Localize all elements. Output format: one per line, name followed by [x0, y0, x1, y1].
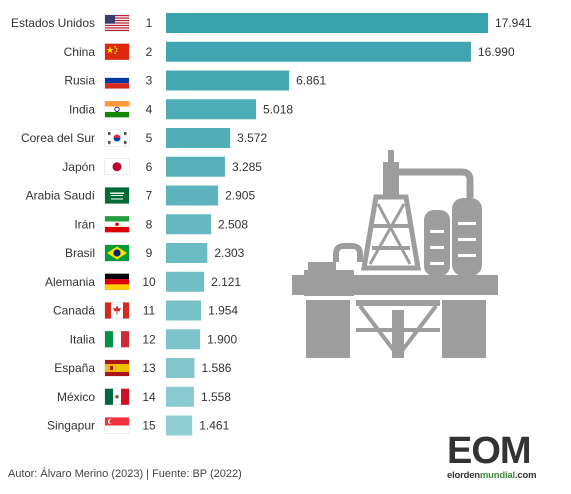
logo-name-suffix: mundial: [479, 470, 515, 481]
value-label: 16.990: [478, 45, 515, 59]
country-label: México: [57, 390, 95, 404]
bar: [166, 13, 488, 33]
rank-label: 10: [142, 275, 156, 289]
value-label: 17.941: [495, 16, 532, 30]
spain-flag-icon: [104, 359, 130, 377]
india-flag-icon: [104, 101, 130, 118]
rank-label: 9: [146, 246, 153, 260]
value-label: 2.121: [211, 275, 241, 289]
country-label: China: [64, 45, 96, 59]
usa-flag-icon: [104, 14, 130, 32]
value-label: 6.861: [296, 74, 326, 88]
rank-label: 15: [142, 419, 156, 433]
rank-label: 11: [143, 304, 156, 318]
rank-label: 6: [146, 160, 153, 174]
rank-label: 8: [146, 217, 153, 231]
rank-label: 12: [142, 332, 156, 346]
value-label: 1.954: [208, 304, 238, 318]
country-label: Corea del Sur: [21, 131, 95, 145]
country-label: Singapur: [47, 419, 95, 433]
value-label: 2.303: [214, 246, 244, 260]
bar: [166, 214, 212, 235]
bar: [166, 271, 205, 292]
value-label: 5.018: [263, 102, 293, 116]
bar: [166, 329, 201, 350]
country-label: Rusia: [64, 74, 95, 88]
value-label: 1.586: [201, 361, 231, 375]
value-label: 1.900: [207, 332, 237, 346]
eom-logo: EOM elordenmundial.com: [447, 432, 559, 486]
russia-flag-icon: [104, 72, 130, 89]
bar: [166, 99, 257, 120]
logo-site-name: elordenmundial.com: [447, 470, 559, 481]
china-flag-icon: [104, 43, 130, 60]
logo-domain: .com: [514, 470, 537, 481]
japan-flag-icon: [104, 158, 130, 175]
bar: [166, 41, 471, 62]
rank-label: 14: [142, 390, 156, 404]
bar: [166, 243, 208, 263]
value-label: 3.285: [232, 160, 262, 174]
bar-chart: Estados Unidos 1 17.941 China 2 16.990 Rusia 3 6…: [11, 13, 532, 436]
rank-label: 13: [142, 361, 156, 375]
south-korea-flag-icon: [104, 129, 130, 147]
mexico-flag-icon: [104, 388, 130, 405]
bar: [166, 415, 193, 436]
rank-label: 2: [146, 45, 153, 59]
rank-label: 5: [146, 131, 153, 145]
bar: [166, 128, 231, 148]
bar: [166, 386, 194, 407]
saudi-arabia-flag-icon: [104, 187, 130, 204]
iran-flag-icon: [104, 216, 130, 233]
rank-label: 1: [146, 16, 153, 30]
bar: [166, 70, 290, 91]
country-label: Arabia Saudí: [26, 189, 96, 203]
singapore-flag-icon: [104, 417, 130, 434]
value-label: 1.461: [199, 419, 229, 433]
canada-flag-icon: [104, 302, 130, 319]
value-label: 2.508: [218, 217, 248, 231]
bar: [166, 358, 195, 378]
rank-label: 7: [146, 189, 153, 203]
country-label: Brasil: [65, 246, 95, 260]
value-label: 1.558: [201, 390, 231, 404]
country-label: España: [54, 361, 95, 375]
country-label: Canadá: [53, 304, 95, 318]
bar: [166, 185, 219, 206]
value-label: 2.905: [225, 189, 255, 203]
bar: [166, 300, 202, 321]
rank-label: 3: [146, 74, 153, 88]
germany-flag-icon: [104, 273, 130, 290]
rank-label: 4: [146, 102, 153, 116]
country-label: Japón: [62, 160, 95, 174]
country-label: India: [69, 102, 95, 116]
oil-refinery-icon: [292, 150, 498, 358]
country-label: Alemania: [45, 275, 95, 289]
brazil-flag-icon: [104, 244, 130, 262]
country-label: Italia: [70, 332, 96, 346]
italy-flag-icon: [104, 331, 130, 348]
logo-name-prefix: elorden: [447, 470, 480, 481]
country-label: Estados Unidos: [11, 16, 95, 30]
country-label: Irán: [74, 217, 95, 231]
logo-letters: EOM: [447, 430, 532, 472]
bar: [166, 156, 225, 177]
value-label: 3.572: [237, 131, 267, 145]
footer-credit: Autor: Álvaro Merino (2023) | Fuente: BP…: [8, 468, 242, 480]
